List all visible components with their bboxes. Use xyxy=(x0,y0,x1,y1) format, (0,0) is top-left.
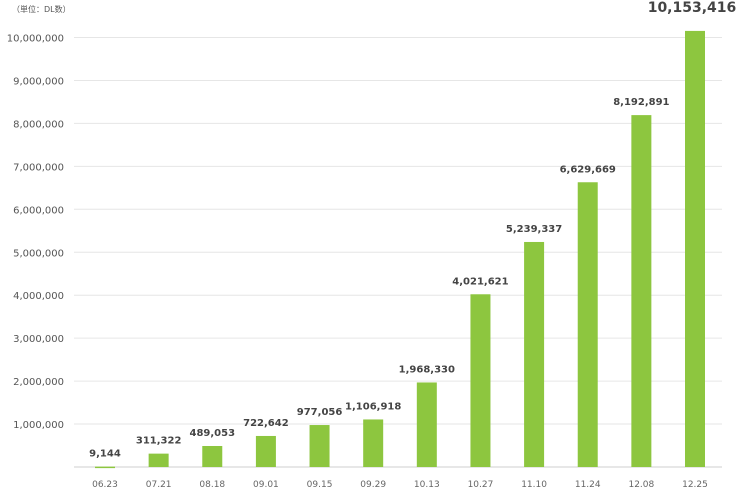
data-label: 722,642 xyxy=(243,418,289,429)
bar xyxy=(309,425,330,467)
y-tick-label: 2,000,000 xyxy=(13,377,64,388)
x-tick-label: 08.18 xyxy=(199,480,225,490)
y-tick-label: 10,000,000 xyxy=(7,34,64,45)
bar xyxy=(363,419,384,467)
y-tick-label: 4,000,000 xyxy=(13,291,64,302)
bar xyxy=(631,115,652,468)
y-tick-label: 1,000,000 xyxy=(13,420,64,431)
bar xyxy=(524,241,545,467)
bar xyxy=(577,182,598,467)
y-tick-label: 8,000,000 xyxy=(13,119,64,130)
y-tick-label: 6,000,000 xyxy=(13,205,64,216)
x-tick-label: 09.01 xyxy=(253,480,279,490)
bar xyxy=(416,382,437,467)
x-tick-label: 09.29 xyxy=(360,480,386,490)
x-tick-label: 12.25 xyxy=(682,480,708,490)
bar xyxy=(148,453,169,467)
y-tick-label: 9,000,000 xyxy=(13,76,64,87)
x-tick-label: 11.10 xyxy=(521,480,547,490)
bar xyxy=(685,30,705,468)
data-label: 311,322 xyxy=(136,436,182,447)
x-tick-label: 10.27 xyxy=(468,480,494,490)
data-label: 977,056 xyxy=(297,407,343,418)
unit-label: （単位：DL数） xyxy=(12,5,71,14)
x-tick-label: 09.15 xyxy=(307,480,333,490)
y-tick-label: 7,000,000 xyxy=(13,162,64,173)
x-tick-label: 12.08 xyxy=(628,480,654,490)
data-label: 8,192,891 xyxy=(613,97,669,108)
bar xyxy=(255,435,276,467)
x-tick-label: 07.21 xyxy=(146,480,172,490)
data-label: 489,053 xyxy=(189,428,235,439)
data-label: 1,968,330 xyxy=(399,364,455,375)
bar xyxy=(470,294,491,467)
data-label: 6,629,669 xyxy=(560,164,616,175)
x-tick-label: 11.24 xyxy=(575,480,601,490)
data-label: 5,239,337 xyxy=(506,224,562,235)
data-label: 9,144 xyxy=(89,449,121,460)
y-tick-label: 3,000,000 xyxy=(13,334,64,345)
x-tick-label: 10.13 xyxy=(414,480,440,490)
data-label: 1,106,918 xyxy=(345,401,401,412)
bar xyxy=(202,445,223,467)
data-label: 4,021,621 xyxy=(452,276,508,287)
y-tick-label: 5,000,000 xyxy=(13,248,64,259)
bar xyxy=(95,466,115,469)
x-tick-label: 06.23 xyxy=(92,480,118,490)
data-label: 10,153,416 xyxy=(648,0,737,16)
